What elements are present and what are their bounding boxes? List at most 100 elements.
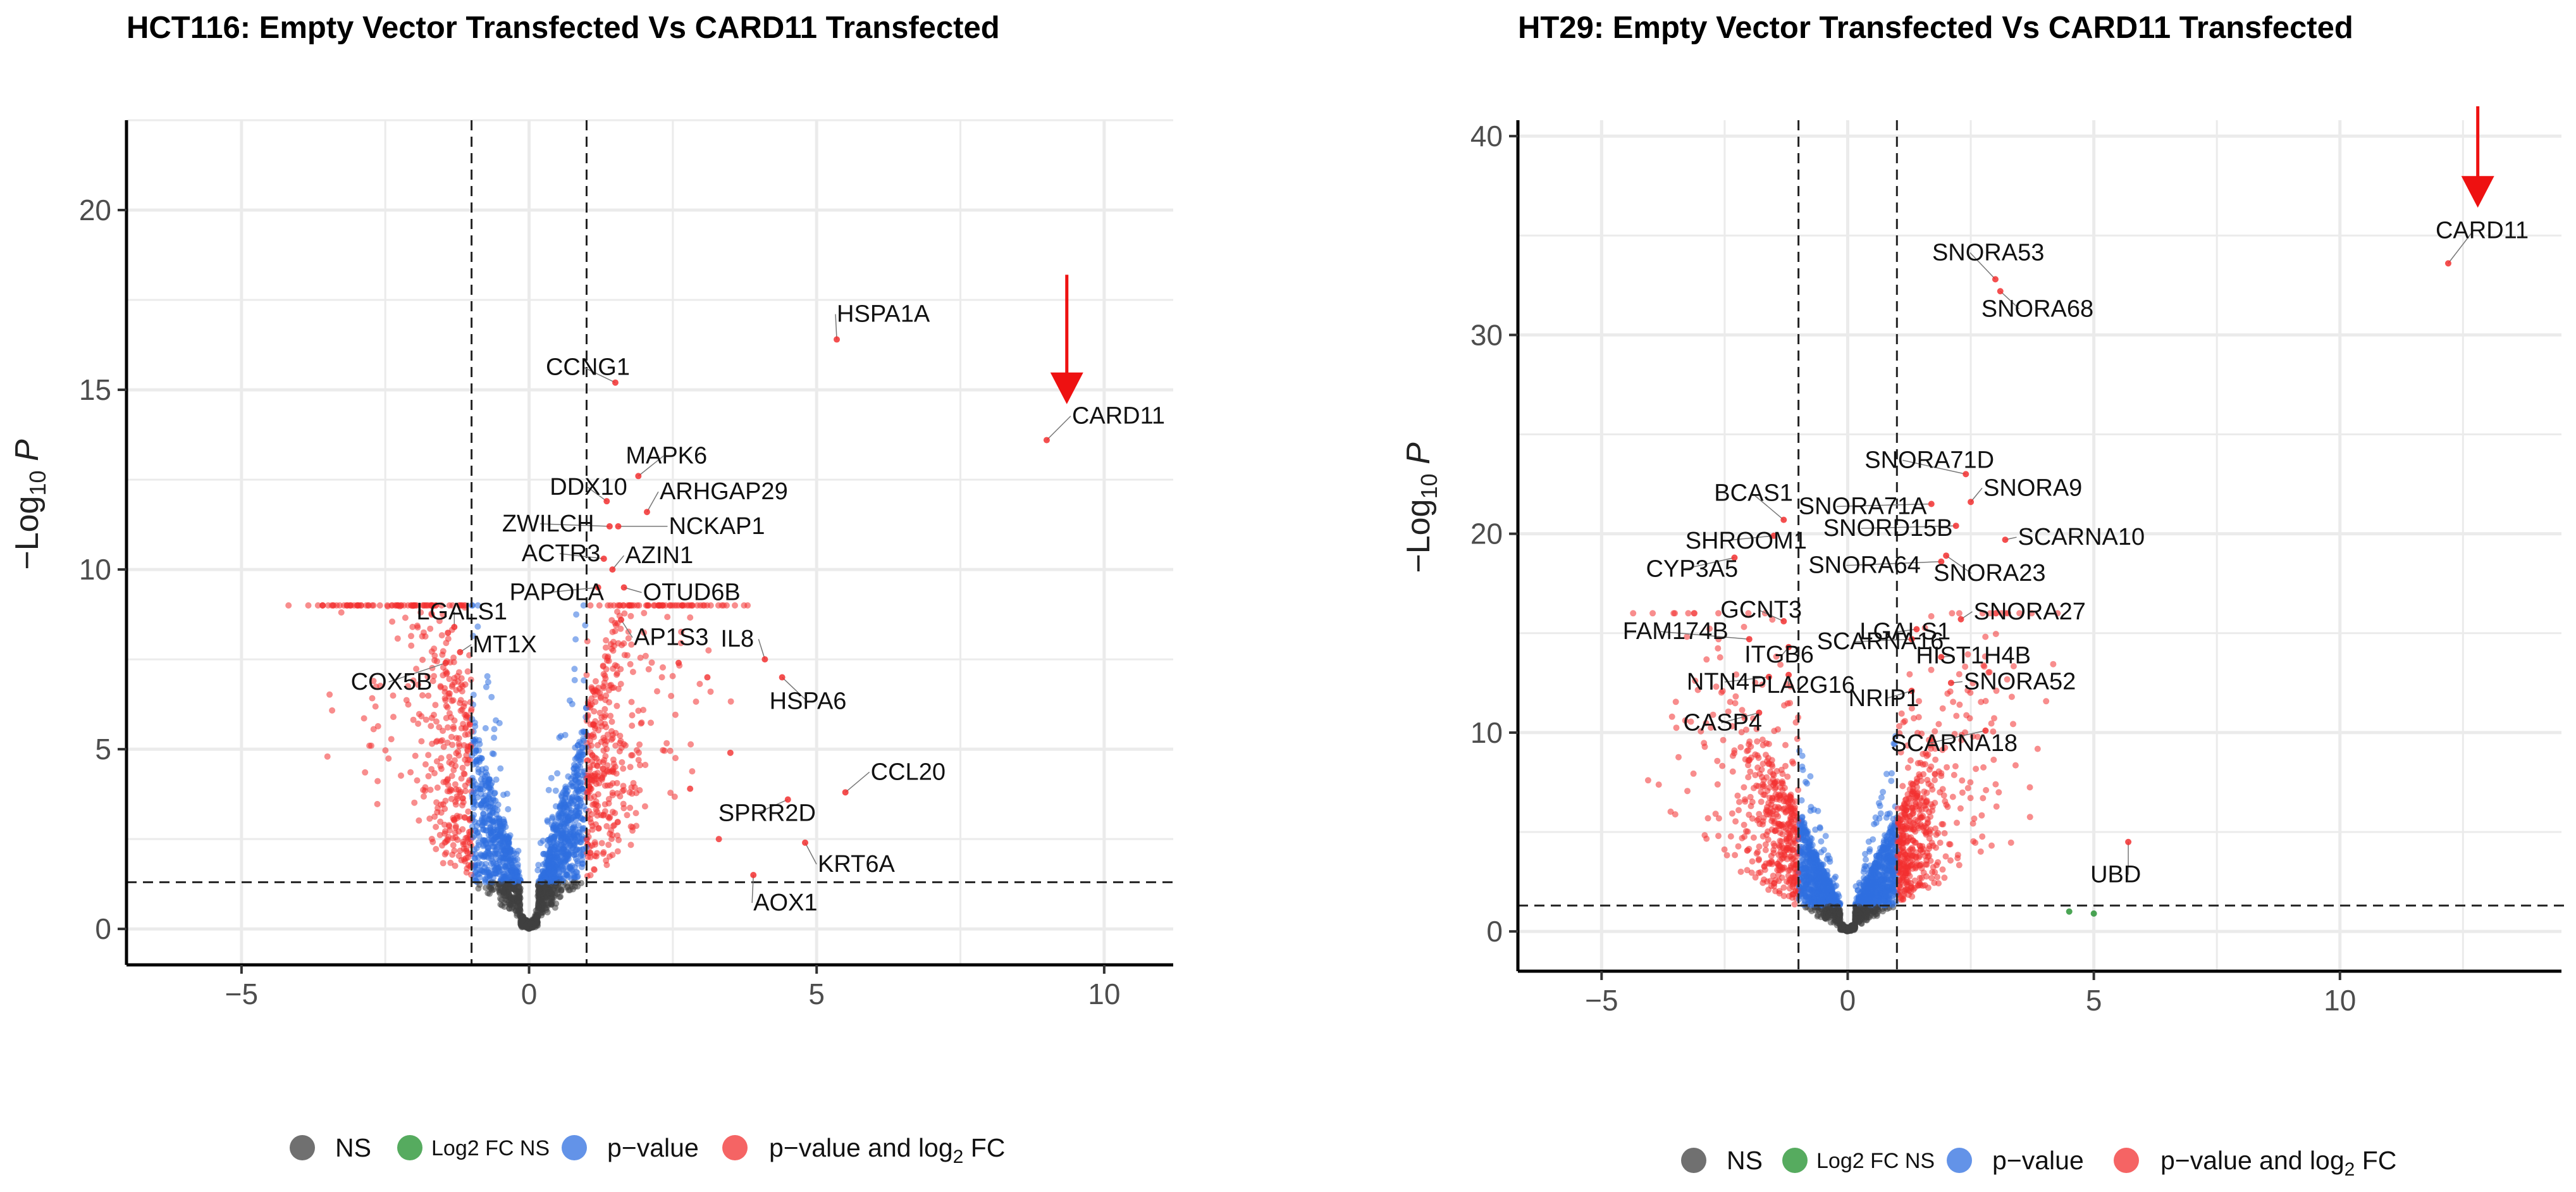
data-point	[633, 823, 640, 829]
data-point	[664, 614, 671, 621]
data-point	[514, 898, 521, 905]
data-point	[534, 867, 541, 874]
data-point	[427, 625, 434, 632]
data-point	[660, 664, 666, 671]
data-point	[1732, 700, 1739, 707]
data-point	[572, 883, 579, 890]
data-point	[483, 860, 489, 867]
data-point	[483, 869, 490, 876]
data-point	[606, 682, 613, 689]
data-point	[487, 824, 494, 831]
data-point	[493, 860, 500, 867]
data-point	[1932, 800, 1938, 806]
gene-label: HSPA1A	[837, 301, 930, 328]
data-point	[550, 872, 557, 879]
data-point	[634, 602, 641, 609]
label-connector	[804, 842, 817, 865]
data-point	[486, 839, 493, 846]
data-point	[480, 810, 487, 817]
data-point	[545, 786, 552, 793]
data-point	[432, 702, 439, 709]
data-point	[593, 755, 600, 762]
data-point	[393, 602, 400, 609]
data-point	[482, 879, 489, 886]
data-point	[1756, 810, 1763, 817]
data-point	[394, 635, 401, 642]
data-point	[614, 790, 620, 797]
data-point	[1863, 863, 1870, 870]
data-point	[493, 850, 500, 857]
label-connector	[583, 367, 616, 383]
point-cloud	[1630, 610, 2061, 934]
data-point	[408, 642, 415, 649]
data-point	[642, 762, 649, 768]
data-point	[577, 779, 584, 786]
data-point	[1752, 772, 1759, 779]
data-point	[518, 922, 525, 929]
data-point	[1917, 759, 1924, 766]
data-point	[1741, 821, 1747, 828]
data-point	[472, 736, 479, 743]
data-point	[707, 688, 714, 695]
data-point	[1932, 869, 1938, 876]
data-point	[425, 752, 432, 759]
data-point	[603, 666, 610, 673]
label-connector	[646, 491, 659, 512]
data-point	[1942, 853, 1949, 860]
data-point	[572, 636, 579, 643]
data-point	[608, 718, 615, 725]
data-point	[1779, 786, 1786, 793]
data-point	[474, 862, 481, 869]
data-point	[510, 850, 517, 857]
data-point	[500, 858, 506, 865]
data-point	[433, 846, 440, 852]
data-point	[637, 762, 643, 769]
data-point	[632, 810, 639, 817]
data-point	[569, 826, 576, 833]
data-point	[549, 815, 556, 822]
labelled-point	[612, 379, 619, 386]
data-point	[413, 602, 420, 609]
data-point	[601, 782, 608, 789]
data-point	[595, 727, 602, 734]
data-point	[1753, 782, 1760, 789]
data-point	[1944, 764, 1950, 771]
label-connector	[1046, 416, 1071, 441]
data-point	[427, 786, 434, 793]
data-point	[537, 840, 544, 847]
data-point	[1958, 736, 1965, 743]
data-point	[460, 799, 467, 805]
data-point	[478, 851, 484, 858]
data-point	[669, 673, 676, 680]
data-point	[1775, 804, 1782, 810]
data-point	[613, 779, 620, 786]
data-point	[563, 835, 570, 841]
data-point	[1775, 813, 1782, 820]
data-point	[491, 840, 498, 847]
data-point	[727, 698, 734, 705]
data-point	[446, 754, 453, 761]
data-point	[584, 757, 590, 764]
data-point	[609, 790, 616, 796]
data-point	[1918, 730, 1925, 737]
gene-label: CARD11	[1072, 403, 1165, 430]
data-point	[552, 787, 559, 794]
data-point	[440, 743, 447, 750]
data-point	[572, 874, 579, 881]
data-point	[1939, 786, 1946, 793]
data-point	[405, 683, 412, 690]
data-point	[1752, 874, 1759, 881]
data-point	[604, 654, 611, 661]
labelled-point	[442, 659, 449, 666]
data-point	[593, 775, 600, 782]
label-connector	[782, 676, 808, 702]
data-point	[489, 750, 496, 757]
data-point	[455, 786, 462, 793]
data-point	[1932, 745, 1938, 752]
data-point	[1732, 852, 1739, 859]
data-point	[1878, 794, 1885, 801]
data-point	[620, 602, 627, 609]
data-point	[563, 822, 570, 829]
data-point	[445, 690, 452, 697]
data-point	[471, 855, 478, 862]
